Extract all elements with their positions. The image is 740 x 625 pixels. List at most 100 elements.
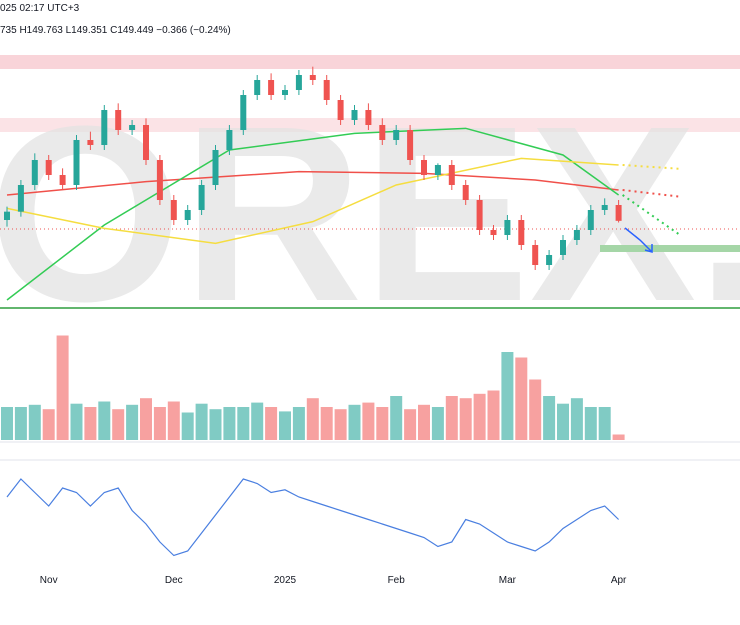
candle-body: [73, 140, 80, 185]
candle-body: [434, 165, 441, 175]
volume-bar: [167, 401, 180, 440]
resistance-band: [0, 55, 740, 69]
candle-body: [59, 175, 66, 185]
candle-body: [309, 75, 316, 80]
x-tick-label: 2025: [274, 575, 297, 586]
volume-bar: [292, 407, 305, 440]
candle-body: [45, 160, 52, 175]
support-band: [600, 245, 740, 252]
volume-bar: [473, 393, 486, 440]
volume-bar: [56, 335, 69, 440]
candle-body: [87, 140, 94, 145]
moving-average: [6, 157, 619, 245]
volume-bar: [14, 407, 27, 440]
candle-body: [226, 130, 233, 150]
volume-bar: [153, 407, 166, 440]
volume-bar: [306, 398, 319, 440]
candle-body: [115, 110, 122, 130]
volume-bar: [251, 402, 264, 440]
candle-body: [518, 220, 525, 245]
candle-body: [17, 185, 24, 212]
volume-bar: [84, 407, 97, 440]
candle-body: [240, 95, 247, 130]
volume-bar: [237, 407, 250, 440]
volume-bar: [1, 407, 13, 440]
volume-bar: [126, 404, 139, 440]
volume-bar: [584, 407, 597, 440]
forecast-arrow-head: [644, 244, 653, 253]
volume-bar: [112, 409, 125, 440]
candle-body: [170, 200, 177, 220]
volume-bar: [334, 409, 347, 440]
volume-bar: [459, 398, 472, 440]
volume-bar: [557, 403, 569, 440]
volume-bar: [223, 407, 236, 440]
candle-body: [532, 245, 539, 265]
ohlc-text: 735 H149.763 L149.351 C149.449 −0.366 (−…: [0, 25, 231, 36]
volume-bar: [140, 398, 152, 440]
forecast-arrow: [624, 227, 653, 253]
volume-bar: [376, 407, 389, 440]
candle-body: [351, 110, 358, 120]
volume-bar: [320, 407, 333, 440]
candle-body: [504, 220, 511, 235]
candle-body: [546, 255, 553, 265]
volume-bar: [42, 409, 55, 440]
volume-bar: [431, 407, 444, 440]
candle-body: [268, 80, 275, 95]
candle-body: [184, 210, 191, 220]
candle-body: [407, 130, 414, 160]
candle-body: [254, 80, 261, 95]
candle-body: [31, 160, 38, 185]
candle-body: [143, 125, 149, 160]
volume-bar: [362, 402, 375, 440]
candle-body: [129, 125, 136, 130]
volume-bar: [570, 398, 583, 440]
volume-bar: [501, 352, 514, 440]
volume-bar: [529, 379, 542, 440]
volume-bar: [209, 409, 222, 440]
candle-body: [323, 80, 330, 100]
oscillator-line: [6, 478, 620, 557]
candle-body: [560, 240, 566, 255]
volume-bar: [418, 404, 430, 440]
candle-body: [295, 75, 302, 90]
candle-body: [198, 185, 205, 210]
volume-bar: [348, 404, 361, 440]
candle-body: [393, 130, 400, 140]
x-tick-label: Dec: [165, 575, 183, 586]
x-tick-label: Feb: [388, 575, 406, 586]
volume-bar: [265, 407, 278, 440]
candle-body: [601, 205, 608, 210]
volume-bar: [612, 434, 625, 440]
candle-body: [4, 211, 10, 220]
x-tick-label: Apr: [611, 575, 627, 586]
volume-bar: [195, 403, 208, 440]
volume-bar: [279, 411, 291, 440]
header-time: 025 02:17 UTC+3: [0, 3, 80, 14]
candle-body: [462, 185, 469, 200]
volume-bar: [543, 396, 556, 440]
x-tick-label: Mar: [499, 575, 517, 586]
candle-body: [365, 110, 372, 125]
candle-body: [448, 165, 455, 185]
volume-bar: [181, 412, 194, 440]
candle-body: [156, 160, 163, 200]
candle-body: [101, 110, 108, 145]
moving-average: [6, 170, 619, 196]
ma-projection: [622, 189, 681, 198]
candle-body: [476, 200, 483, 230]
candle-body: [615, 205, 622, 221]
volume-bar: [28, 404, 41, 440]
volume-bar: [487, 390, 500, 440]
candle-body: [587, 210, 594, 230]
candle-body: [490, 230, 497, 235]
volume-bar: [598, 407, 611, 440]
moving-average: [6, 127, 620, 301]
volume-bar: [515, 357, 528, 440]
candle-body: [421, 160, 427, 175]
candle-body: [282, 90, 288, 95]
candle-body: [212, 150, 219, 185]
x-tick-label: Nov: [40, 575, 58, 586]
